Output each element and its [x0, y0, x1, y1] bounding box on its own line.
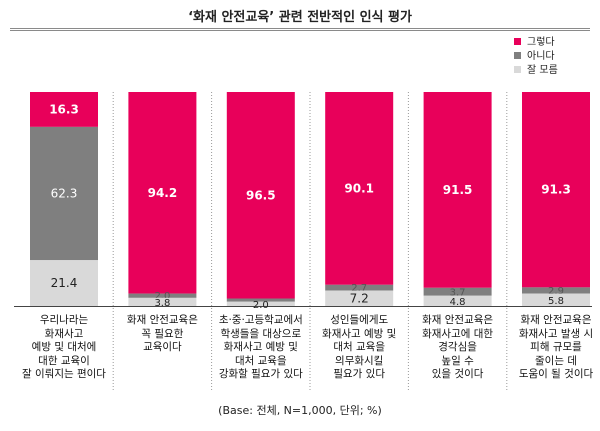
bar-segment-no — [128, 293, 197, 298]
bar-segment-no — [522, 287, 590, 294]
title-bottom-rule — [10, 30, 590, 31]
data-label-unknown: 4.8 — [450, 297, 466, 308]
data-label-yes: 91.5 — [443, 183, 473, 197]
data-label-no: 2.9 — [548, 286, 564, 297]
data-label-no: 2.7 — [351, 283, 367, 294]
category-label: 화재 안전교육은 화재사고 발생 시 피해 규모를 줄이는 데 도움이 될 것이… — [518, 314, 594, 380]
bar-segment-unknown — [128, 297, 197, 306]
data-label-unknown: 21.4 — [51, 276, 78, 290]
bar-segment-yes — [30, 92, 98, 127]
data-label-no: 3.7 — [450, 287, 466, 298]
category-label: 초·중·고등학교에서 학생들을 대상으로 화재사고 예방 및 대처 교육을 강화… — [218, 314, 303, 380]
data-label-no: 62.3 — [51, 187, 78, 201]
legend-swatch-no — [514, 52, 521, 59]
data-label-unknown: 3.8 — [154, 298, 170, 309]
legend-label-unknown: 잘 모름 — [527, 64, 558, 76]
data-label-unknown: 7.2 — [350, 291, 369, 305]
bar-segment-no — [30, 126, 98, 261]
data-label-yes: 16.3 — [49, 102, 79, 116]
category-label: 성인들에게도 화재사고 예방 및 대처 교육을 의무화시킬 필요가 있다 — [322, 314, 397, 380]
bar-segment-unknown — [30, 260, 98, 306]
bar-segment-unknown — [522, 293, 590, 306]
legend-label-no: 아니다 — [527, 50, 555, 62]
bar-segment-yes — [522, 92, 590, 288]
bar-segment-yes — [423, 92, 492, 288]
data-label-yes: 96.5 — [246, 188, 276, 202]
bar-segment-no — [226, 298, 295, 302]
bar-segment-yes — [325, 92, 394, 285]
title-top-rule — [10, 28, 590, 29]
data-label-unknown: 2.0 — [253, 300, 269, 311]
data-label-no: 2.0 — [154, 291, 170, 302]
data-label-yes: 90.1 — [344, 181, 374, 195]
base-note: (Base: 전체, N=1,000, 단위; %) — [218, 404, 382, 417]
category-label: 우리나라는 화재사고 예방 및 대처에 대한 교육이 잘 이뤄지는 편이다 — [22, 314, 106, 380]
chart-title: ‘화재 안전교육’ 관련 전반적인 인식 평가 — [188, 10, 412, 25]
legend-swatch-yes — [514, 38, 521, 45]
bar-segment-unknown — [226, 301, 295, 306]
bar-segment-no — [423, 287, 492, 296]
legend-label-yes: 그렇다 — [527, 35, 555, 48]
bar-segment-unknown — [423, 295, 492, 306]
category-label: 화재 안전교육은 화재사고에 대한 경각심을 높일 수 있을 것이다 — [422, 314, 494, 380]
bar-segment-no — [325, 284, 394, 291]
data-label-yes: 91.3 — [541, 183, 571, 197]
data-label-unknown: 5.8 — [548, 296, 564, 307]
legend-swatch-unknown — [514, 66, 521, 73]
data-label-yes: 94.2 — [148, 186, 178, 200]
bar-segment-unknown — [325, 290, 394, 306]
bar-segment-yes — [226, 92, 295, 299]
bar-segment-yes — [128, 92, 197, 294]
category-label: 화재 안전교육은 꼭 필요한 교육이다 — [126, 314, 198, 353]
